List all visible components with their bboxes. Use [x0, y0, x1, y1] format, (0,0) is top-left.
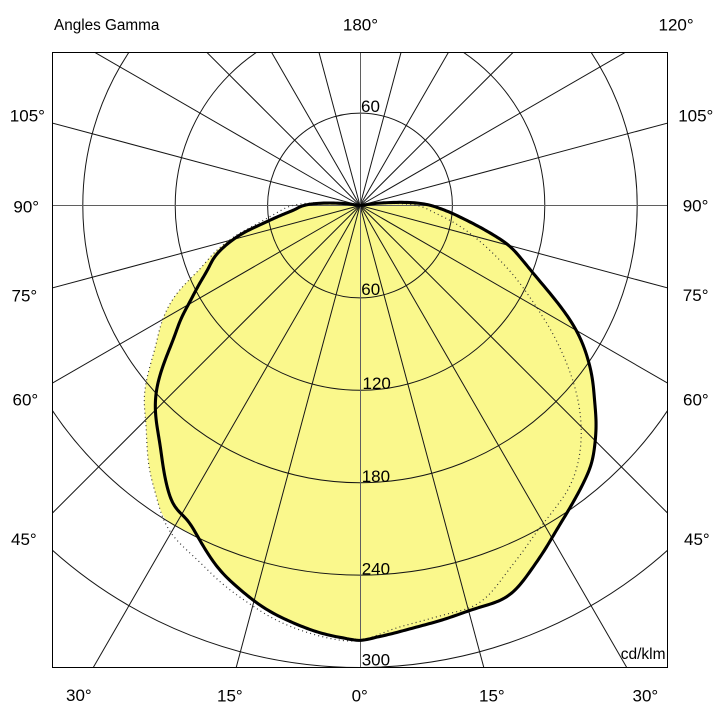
svg-text:60°: 60°: [13, 391, 39, 410]
svg-text:240: 240: [362, 560, 390, 579]
svg-text:180: 180: [362, 467, 390, 486]
svg-text:30°: 30°: [633, 686, 659, 705]
svg-text:75°: 75°: [12, 287, 38, 306]
svg-text:0°: 0°: [352, 686, 368, 705]
svg-text:60: 60: [361, 280, 380, 299]
svg-text:120°: 120°: [659, 16, 694, 35]
svg-text:105°: 105°: [10, 107, 45, 126]
svg-text:60: 60: [361, 97, 380, 116]
svg-text:45°: 45°: [11, 530, 37, 549]
svg-text:120: 120: [363, 374, 391, 393]
svg-text:90°: 90°: [13, 198, 39, 217]
svg-text:cd/klm: cd/klm: [621, 646, 666, 663]
svg-text:105°: 105°: [678, 107, 713, 126]
svg-text:Angles Gamma: Angles Gamma: [54, 17, 160, 34]
svg-text:15°: 15°: [479, 686, 505, 705]
svg-text:15°: 15°: [217, 686, 243, 705]
svg-text:90°: 90°: [683, 197, 709, 216]
svg-text:60°: 60°: [683, 391, 709, 410]
svg-text:45°: 45°: [684, 530, 710, 549]
svg-text:180°: 180°: [343, 16, 378, 35]
svg-text:30°: 30°: [66, 686, 92, 705]
svg-text:300: 300: [362, 651, 390, 670]
svg-text:75°: 75°: [683, 286, 709, 305]
